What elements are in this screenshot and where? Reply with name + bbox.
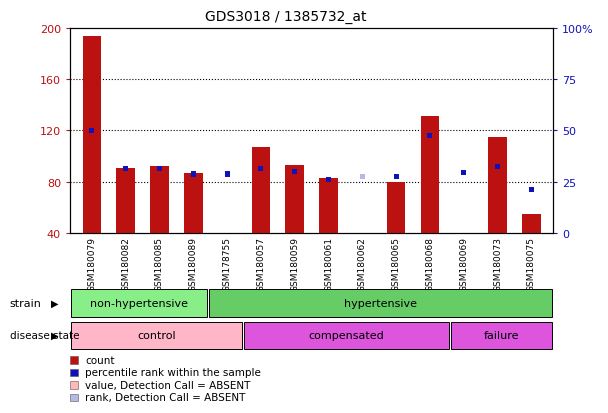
Bar [150,167,169,233]
Text: ▶: ▶ [51,330,58,340]
Text: compensated: compensated [308,330,384,341]
Bar [89,128,94,134]
Text: non-hypertensive: non-hypertensive [90,298,188,309]
Bar [285,166,304,233]
Text: control: control [137,330,176,341]
Text: hypertensive: hypertensive [344,298,417,309]
Bar [83,37,101,233]
Bar [191,172,196,177]
Text: rank, Detection Call = ABSENT: rank, Detection Call = ABSENT [85,392,246,402]
Bar [427,134,432,139]
Bar [209,290,552,317]
Text: failure: failure [484,330,519,341]
Bar [71,290,207,317]
Text: ▶: ▶ [51,298,58,308]
Bar [326,177,331,182]
Bar [360,175,365,180]
Bar [184,173,202,233]
Bar [451,322,552,349]
Bar [244,322,449,349]
Bar [387,182,406,233]
Bar [292,169,297,175]
Bar [224,172,230,177]
Bar [123,167,128,172]
Text: value, Detection Call = ABSENT: value, Detection Call = ABSENT [85,380,250,390]
Bar [319,178,338,233]
Bar [421,117,439,233]
Bar [522,214,541,233]
Text: strain: strain [10,298,41,308]
Text: GDS3018 / 1385732_at: GDS3018 / 1385732_at [205,10,367,24]
Text: count: count [85,355,115,365]
Bar [116,168,135,233]
Text: percentile rank within the sample: percentile rank within the sample [85,368,261,377]
Bar [393,175,399,180]
Text: disease state: disease state [10,330,79,340]
Bar [71,322,241,349]
Bar [461,171,466,176]
Bar [258,167,263,172]
Bar [157,167,162,172]
Bar [488,138,507,233]
Bar [495,164,500,169]
Bar [529,188,534,192]
Bar [252,148,270,233]
